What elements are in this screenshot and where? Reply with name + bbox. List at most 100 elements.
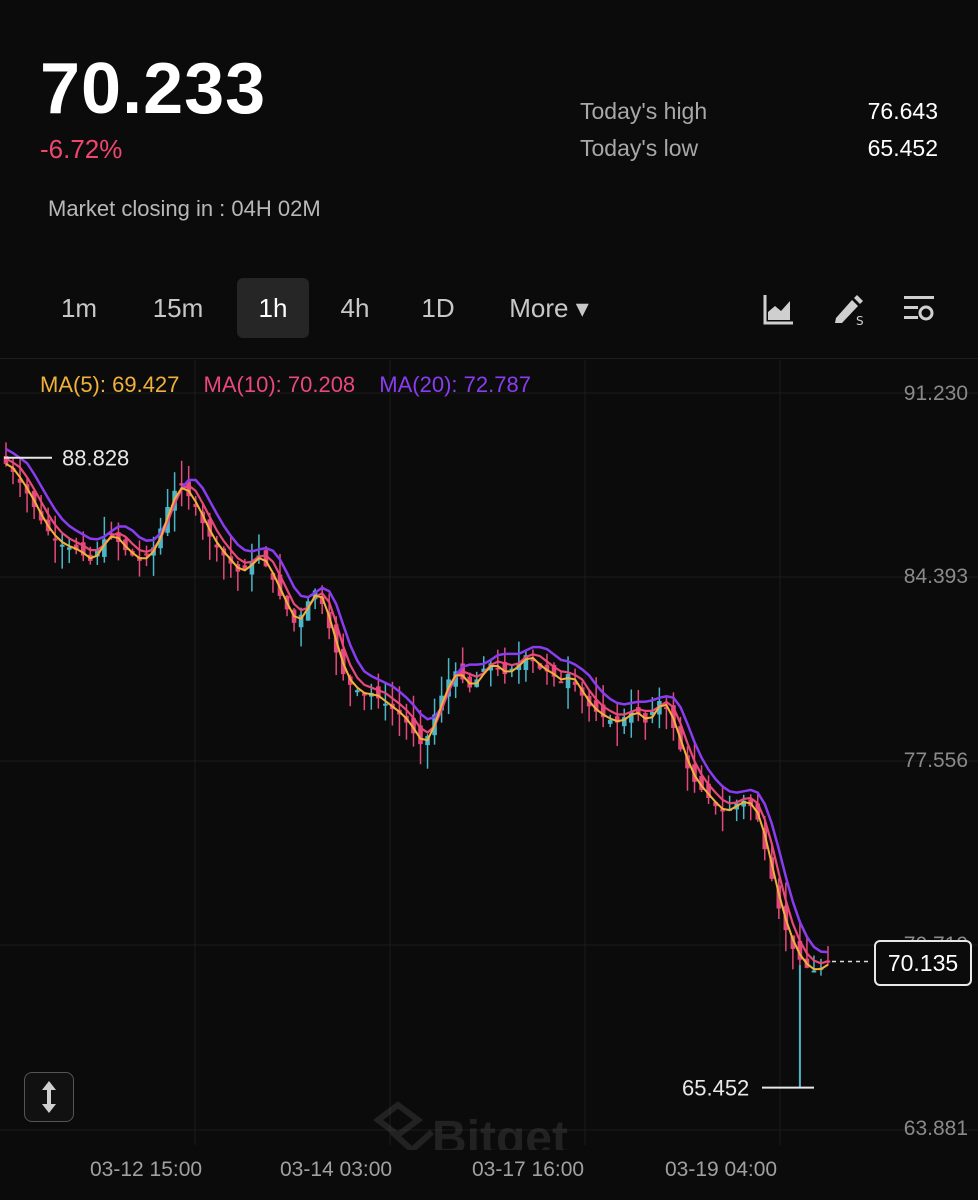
candle-body: [186, 481, 191, 497]
candle-body: [305, 601, 311, 621]
candle-body: [699, 775, 704, 790]
candle-body: [362, 693, 367, 696]
candle-body: [354, 690, 360, 693]
svg-text:S: S: [856, 314, 864, 326]
tab-1m[interactable]: 1m: [60, 293, 98, 323]
chart-grid: [0, 360, 978, 1145]
tab-4h[interactable]: 4h: [340, 293, 370, 323]
ma-legend: MA(5): 69.427 MA(10): 70.208 MA(20): 72.…: [40, 372, 549, 398]
candle-body: [741, 800, 746, 807]
candle-body: [383, 703, 388, 706]
candle-body: [523, 655, 529, 670]
candle-body: [495, 667, 501, 670]
candle-body: [17, 478, 23, 483]
timeframe-tabs: 1m 15m 1h 4h 1D More ▾ S: [0, 278, 978, 340]
current-price-tag: 70.135: [874, 940, 972, 986]
ma10-line: [5, 457, 829, 965]
candle-body: [797, 940, 803, 960]
candle-body: [481, 668, 487, 673]
candle-body: [376, 686, 381, 699]
candle-body: [502, 662, 508, 675]
candle-body: [636, 707, 641, 715]
candle-body: [144, 553, 149, 556]
candle-body: [664, 707, 669, 710]
last-price: 70.233: [40, 49, 267, 129]
candle-body: [607, 719, 613, 724]
candle-body: [650, 711, 655, 716]
tab-1d[interactable]: 1D: [421, 293, 455, 323]
candle-body: [3, 455, 9, 464]
candle-body: [263, 550, 269, 567]
candle-body: [530, 659, 536, 662]
candle-body: [720, 808, 725, 812]
todays-high-value: 76.643: [867, 98, 938, 124]
watermark-text: Bitget: [432, 1112, 568, 1150]
candle-body: [73, 544, 79, 551]
candle-body: [319, 596, 325, 605]
price-change-percent: -6.72%: [40, 134, 123, 164]
ma5-line: [5, 463, 829, 971]
candle-body: [509, 668, 515, 671]
chart-type-icon[interactable]: [762, 292, 796, 326]
todays-high-label: Today's high: [580, 98, 708, 124]
candle-body: [558, 681, 564, 684]
candle-body: [551, 664, 557, 677]
candle-body: [38, 511, 44, 521]
x-tick-label: 03-19 04:00: [665, 1158, 778, 1181]
x-tick-label: 03-12 15:00: [90, 1158, 203, 1181]
y-tick-label: 77.556: [903, 749, 968, 772]
candle-body: [10, 468, 16, 472]
y-tick-label: 91.230: [903, 382, 968, 405]
candle-body: [790, 935, 796, 949]
candle-body: [706, 783, 711, 799]
ma10-legend: MA(10): 70.208: [203, 372, 356, 397]
candle-body: [102, 539, 107, 557]
candle-body: [95, 550, 100, 557]
candle-body: [214, 544, 220, 548]
candlestick-chart[interactable]: Bitget 88.828 65.452: [0, 360, 978, 1150]
candle-body: [593, 700, 599, 712]
candle-body: [628, 711, 634, 723]
ma5-legend: MA(5): 69.427: [40, 372, 180, 397]
indicator-settings-icon[interactable]: [902, 292, 936, 326]
chart-annotations: 88.828 65.452: [4, 446, 872, 1101]
todays-low-value: 65.452: [867, 135, 938, 161]
tab-1h[interactable]: 1h: [237, 278, 309, 338]
candle-body: [811, 970, 817, 973]
candle-body: [621, 717, 627, 727]
y-tick-label: 63.881: [903, 1117, 968, 1140]
candle-body: [713, 802, 718, 807]
candle-body: [685, 755, 690, 769]
max-price-label: 88.828: [62, 446, 129, 471]
min-price-label: 65.452: [682, 1076, 749, 1101]
candle-body: [544, 664, 550, 672]
candle-body: [80, 542, 86, 556]
vertical-expand-icon: [42, 1081, 56, 1113]
candle-body: [242, 565, 248, 569]
candle-body: [537, 663, 543, 669]
drawing-pen-icon[interactable]: S: [832, 292, 866, 326]
candle-body: [249, 560, 255, 575]
ma20-legend: MA(20): 72.787: [379, 372, 531, 397]
tab-more[interactable]: More ▾: [509, 293, 589, 323]
candle-body: [109, 533, 114, 536]
candle-body: [59, 544, 65, 547]
ma20-line: [5, 447, 829, 954]
candle-body: [565, 674, 571, 689]
candle-body: [326, 611, 332, 629]
expand-chart-button[interactable]: [24, 1072, 74, 1122]
candle-body: [298, 614, 304, 628]
candle-body: [193, 503, 198, 507]
candle-body: [614, 716, 620, 723]
bitget-watermark: Bitget: [373, 1101, 568, 1150]
section-divider: [0, 358, 978, 359]
tab-15m[interactable]: 15m: [152, 293, 204, 323]
candle-body: [52, 538, 58, 541]
y-tick-label: 84.393: [903, 565, 968, 588]
todays-low-label: Today's low: [580, 135, 699, 161]
candle-body: [418, 725, 423, 745]
candle-body: [411, 717, 416, 734]
market-closing-countdown: Market closing in : 04H 02M: [48, 196, 321, 221]
candle-body: [277, 574, 283, 596]
x-tick-label: 03-14 03:00: [280, 1158, 393, 1181]
